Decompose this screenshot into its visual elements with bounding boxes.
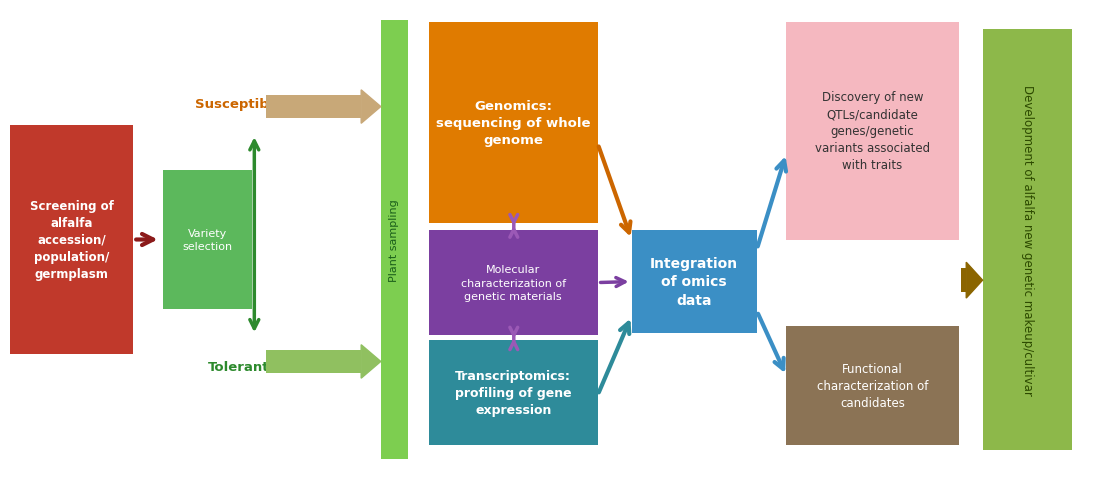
Text: Tolerant: Tolerant <box>209 360 270 373</box>
Bar <box>267 96 361 119</box>
Text: Variety
selection: Variety selection <box>183 228 233 252</box>
Text: Discovery of new
QTLs/candidate
genes/genetic
variants associated
with traits: Discovery of new QTLs/candidate genes/ge… <box>815 91 930 172</box>
FancyBboxPatch shape <box>983 30 1072 450</box>
Text: Susceptible: Susceptible <box>196 97 283 110</box>
Text: Transcriptomics:
profiling of gene
expression: Transcriptomics: profiling of gene expre… <box>455 369 572 416</box>
FancyBboxPatch shape <box>428 23 598 223</box>
Polygon shape <box>361 91 380 124</box>
FancyBboxPatch shape <box>428 230 598 336</box>
Polygon shape <box>966 263 983 299</box>
FancyBboxPatch shape <box>163 171 252 309</box>
Text: Development of alfalfa new genetic makeup/cultivar: Development of alfalfa new genetic makeu… <box>1021 85 1034 395</box>
Text: Genomics:
sequencing of whole
genome: Genomics: sequencing of whole genome <box>436 100 590 146</box>
FancyBboxPatch shape <box>10 125 133 355</box>
Bar <box>267 350 361 373</box>
Text: Integration
of omics
data: Integration of omics data <box>650 256 738 307</box>
Bar <box>961 269 966 292</box>
Text: Screening of
alfalfa
accession/
population/
germplasm: Screening of alfalfa accession/ populati… <box>30 200 114 280</box>
FancyBboxPatch shape <box>786 23 959 240</box>
FancyBboxPatch shape <box>786 326 959 445</box>
Text: Molecular
characterization of
genetic materials: Molecular characterization of genetic ma… <box>460 265 566 301</box>
Text: Plant sampling: Plant sampling <box>389 199 399 281</box>
FancyBboxPatch shape <box>632 230 757 333</box>
FancyBboxPatch shape <box>428 340 598 445</box>
FancyBboxPatch shape <box>380 21 408 459</box>
Text: Functional
characterization of
candidates: Functional characterization of candidate… <box>816 362 928 409</box>
Polygon shape <box>361 345 380 378</box>
